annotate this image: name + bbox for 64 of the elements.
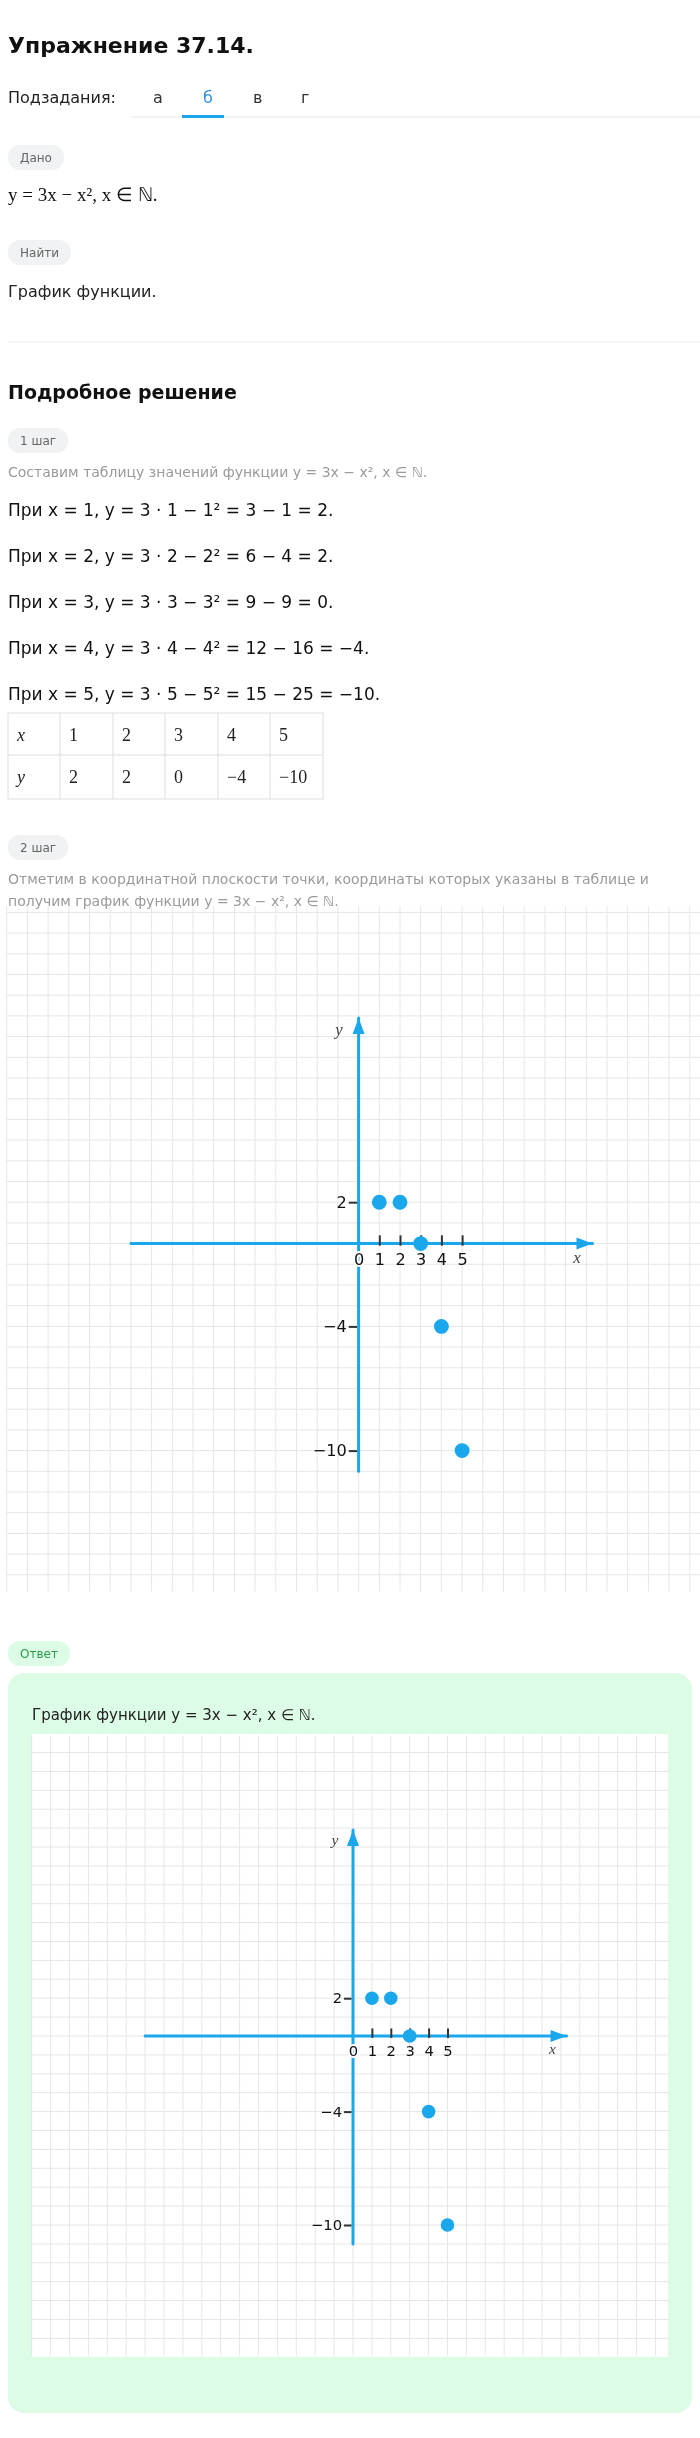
x-tick-label: 1 <box>367 2041 378 2059</box>
text: б <box>203 88 213 107</box>
x-tick-label: 5 <box>457 1250 468 1270</box>
x-tick-label: 4 <box>424 2041 434 2059</box>
text: −4 <box>227 767 247 787</box>
text: 1 шаг <box>20 434 57 448</box>
text: Ответ <box>20 1647 58 1661</box>
text: При x = 5, y = 3 · 5 − 5² = 15 − 25 = −10. <box>8 684 381 704</box>
text: 2 шаг <box>20 841 57 855</box>
point <box>392 1194 408 1210</box>
point <box>402 2029 417 2043</box>
text: 2 <box>122 767 131 787</box>
point <box>433 1318 449 1334</box>
text: y <box>15 767 25 787</box>
point <box>421 2104 436 2119</box>
text: x <box>16 725 25 745</box>
text: 0 <box>174 767 183 787</box>
text: 1 <box>69 725 78 745</box>
text: 3 <box>174 725 183 745</box>
x-axis-title: x <box>572 1248 582 1268</box>
text: 2 <box>122 725 131 745</box>
x-tick-label: 5 <box>443 2041 453 2059</box>
point <box>413 1236 429 1252</box>
text: г <box>301 88 310 107</box>
text: Составим таблицу значений функции y = 3x − x², x ∈ ℕ. <box>8 464 428 480</box>
x-tick-label: 2 <box>395 1250 406 1270</box>
text: При x = 1, y = 3 · 1 − 1² = 3 − 1 = 2. <box>8 500 334 520</box>
x-tick-label: 4 <box>436 1250 448 1270</box>
text: −10 <box>279 767 308 787</box>
y-tick-label: 2 <box>336 1192 347 1212</box>
text: Отметим в координатной плоскости точки, координаты которых указаны в таблице и получим график функции y = 3x − x², x ∈ ℕ. <box>8 871 654 909</box>
text: Подзадания: <box>8 88 116 107</box>
x-tick-label: 3 <box>405 2041 415 2059</box>
chart-title: График функции y = 3x − x², x ∈ ℕ. <box>32 1706 316 1724</box>
text: При x = 2, y = 3 · 2 − 2² = 6 − 4 = 2. <box>8 546 334 566</box>
y-axis-title: y <box>329 1831 339 1849</box>
x-tick-label: 1 <box>374 1250 385 1270</box>
y-tick-label: −10 <box>312 1441 347 1461</box>
x-tick-label: 3 <box>416 1250 427 1270</box>
y-tick-label: −4 <box>322 1317 347 1337</box>
text: При x = 4, y = 3 · 4 − 4² = 12 − 16 = −4. <box>8 638 370 658</box>
text: При x = 3, y = 3 · 3 − 3² = 9 − 9 = 0. <box>8 592 334 612</box>
text: а <box>153 88 163 107</box>
point <box>384 1991 398 2005</box>
text: в <box>253 88 263 107</box>
point <box>440 2218 455 2232</box>
y-axis-title: y <box>333 1019 344 1039</box>
point <box>454 1443 470 1459</box>
y-tick-label: 2 <box>332 1989 343 2007</box>
text: y = 3x − x², x ∈ ℕ. <box>8 184 158 205</box>
text: Найти <box>20 246 59 260</box>
text: 4 <box>227 725 236 745</box>
text: 5 <box>279 725 288 745</box>
text: Подробное решение <box>8 381 237 403</box>
text: График функции. <box>8 282 157 301</box>
point <box>371 1194 387 1210</box>
y-tick-label: −10 <box>310 2216 343 2234</box>
y-tick-label: −4 <box>320 2102 343 2120</box>
chart-title: Упражнение 37.14. <box>8 33 254 58</box>
x-axis-title: x <box>547 2039 556 2057</box>
point <box>365 1991 379 2005</box>
text: Дано <box>20 151 52 165</box>
x-tick-label: 2 <box>386 2041 396 2059</box>
text: 2 <box>69 767 78 787</box>
